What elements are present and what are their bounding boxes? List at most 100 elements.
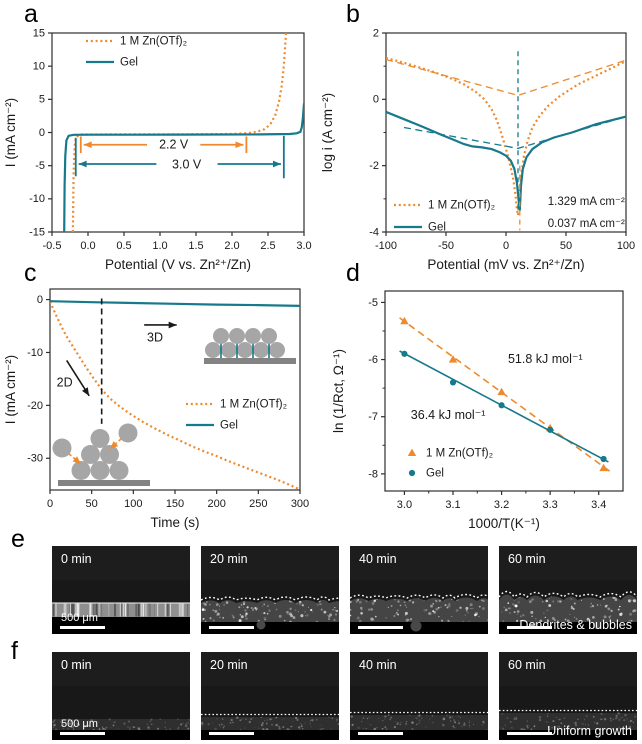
micrograph-row-e: 0 min 500 μm 20 min 40 min 60 min Dendri… [52, 546, 637, 634]
micrograph-row-f: 0 min 500 μm 20 min 40 min 60 min Unifor… [52, 652, 637, 740]
x-tick-label: 3.1 [445, 499, 460, 511]
x-tick-label: 3.4 [591, 499, 606, 511]
legend-label: 1 M Zn(OTf)₂ [220, 399, 287, 411]
panel-label-e: e [11, 525, 25, 553]
y-tick-label: 0 [39, 127, 45, 139]
series-gel [50, 300, 300, 307]
legend: 1 M Zn(OTf)₂ Gel [186, 399, 287, 432]
y-tick-label: -5 [35, 160, 45, 172]
y-axis-label: I (mA cm⁻²) [3, 355, 18, 424]
scale-bar [358, 732, 403, 735]
micrograph-image [499, 546, 637, 634]
bubble [593, 621, 601, 629]
x-tick-label: 200 [207, 498, 225, 510]
legend-label: Gel [120, 57, 138, 69]
surface-outline-dotted [201, 596, 339, 601]
series-1-m-zn-otf-2 [386, 56, 626, 216]
x-tick-label: 50 [86, 498, 98, 510]
x-tick-label: 0.0 [80, 240, 95, 252]
time-label: 0 min [61, 552, 92, 566]
x-tick-label: 250 [249, 498, 267, 510]
y-tick-label: 0 [37, 294, 43, 306]
time-label: 0 min [61, 658, 92, 672]
y-tick-label: -8 [368, 468, 378, 480]
inset-3d-growth-icon [204, 328, 296, 364]
bubble [410, 620, 422, 632]
legend-label: Gel [426, 468, 444, 480]
annotation-3-0-v: 3.0 V [172, 157, 202, 171]
x-tick-label: 0.5 [116, 240, 131, 252]
time-label: 40 min [359, 658, 397, 672]
x-tick-label: 2.0 [224, 240, 239, 252]
x-tick-label: -50 [438, 240, 454, 252]
micrograph-f-60min: 60 min Uniform growth [499, 652, 637, 740]
caption: Uniform growth [547, 724, 632, 738]
y-tick-label: -5 [368, 297, 378, 309]
series-gel [63, 103, 304, 232]
x-tick-label: 3.3 [542, 499, 557, 511]
annotation-3d: 3D [147, 330, 163, 344]
time-label: 60 min [508, 552, 546, 566]
time-label: 20 min [210, 552, 248, 566]
micrograph-image [52, 546, 190, 634]
x-tick-label: 0 [47, 498, 53, 510]
y-tick-label: -10 [27, 347, 43, 359]
y-tick-label: -7 [368, 411, 378, 423]
legend: 1 M Zn(OTf)₂ Gel [407, 448, 493, 480]
time-label: 60 min [508, 658, 546, 672]
scale-bar [507, 626, 552, 629]
scale-bar [60, 732, 105, 735]
scale-bar [507, 732, 552, 735]
series-tafel-fit-zn-otf-2 [386, 58, 626, 97]
micrograph-e-20min: 20 min [201, 546, 339, 634]
micrograph-image [350, 652, 488, 740]
micrograph-image [52, 652, 190, 740]
zn-deposit-band [52, 719, 190, 730]
x-tick-label: 3.2 [494, 499, 509, 511]
legend-label: 1 M Zn(OTf)₂ [428, 200, 495, 212]
y-tick-label: 2 [373, 27, 379, 39]
scale-label: 500 μm [61, 612, 98, 624]
annotation-2-2-v: 2.2 V [159, 138, 189, 152]
micrograph-f-0min: 0 min 500 μm [52, 652, 190, 740]
annotation-36-4-kj-mol: 36.4 kJ mol⁻¹ [411, 408, 486, 422]
x-tick-label: 1.0 [152, 240, 167, 252]
scale-bar [60, 626, 105, 629]
x-tick-label: 100 [124, 498, 142, 510]
annotation-2d: 2D [57, 375, 73, 389]
bubble [256, 620, 266, 630]
zn-deposit-band [499, 594, 637, 622]
zn-deposit-band [499, 713, 637, 730]
legend: 1 M Zn(OTf)₂ Gel [86, 36, 187, 69]
panel-label-b: b [346, 0, 360, 28]
legend: 1 M Zn(OTf)₂ Gel [394, 200, 495, 234]
micrograph-image [201, 546, 339, 634]
x-tick-label: 100 [617, 240, 635, 252]
annotation-0-037-ma-cm: 0.037 mA cm⁻² [548, 218, 625, 230]
y-tick-label: 0 [373, 94, 379, 106]
micrograph-image [350, 546, 488, 634]
micrograph-e-0min: 0 min 500 μm [52, 546, 190, 634]
zn-deposit-band [201, 717, 339, 730]
y-tick-label: 15 [33, 27, 45, 39]
x-tick-label: 50 [560, 240, 572, 252]
panel-b-chart: -100 -50 0 50 100 -4 -2 0 2 1.329 mA cm⁻² 0.037 mA… [320, 27, 635, 272]
scale-bar [209, 626, 254, 629]
x-tick-label: 3.0 [296, 240, 311, 252]
y-tick-label: -6 [368, 354, 378, 366]
zn-deposit-band [52, 603, 190, 617]
y-tick-label: -30 [27, 453, 43, 465]
scale-label: 500 μm [61, 718, 98, 730]
x-tick-label: 300 [291, 498, 309, 510]
legend-label: Gel [220, 420, 238, 432]
series-gel [386, 110, 626, 211]
y-tick-label: -15 [29, 226, 45, 238]
plot-frame [384, 290, 624, 492]
inset-2d-growth-icon [52, 423, 150, 486]
micrograph-f-40min: 40 min [350, 652, 488, 740]
panel-label-f: f [11, 637, 18, 665]
x-tick-label: 3.0 [397, 499, 412, 511]
series-tafel-fit-gel [403, 115, 626, 150]
x-axis-label: 1000/T(K⁻¹) [468, 516, 540, 531]
